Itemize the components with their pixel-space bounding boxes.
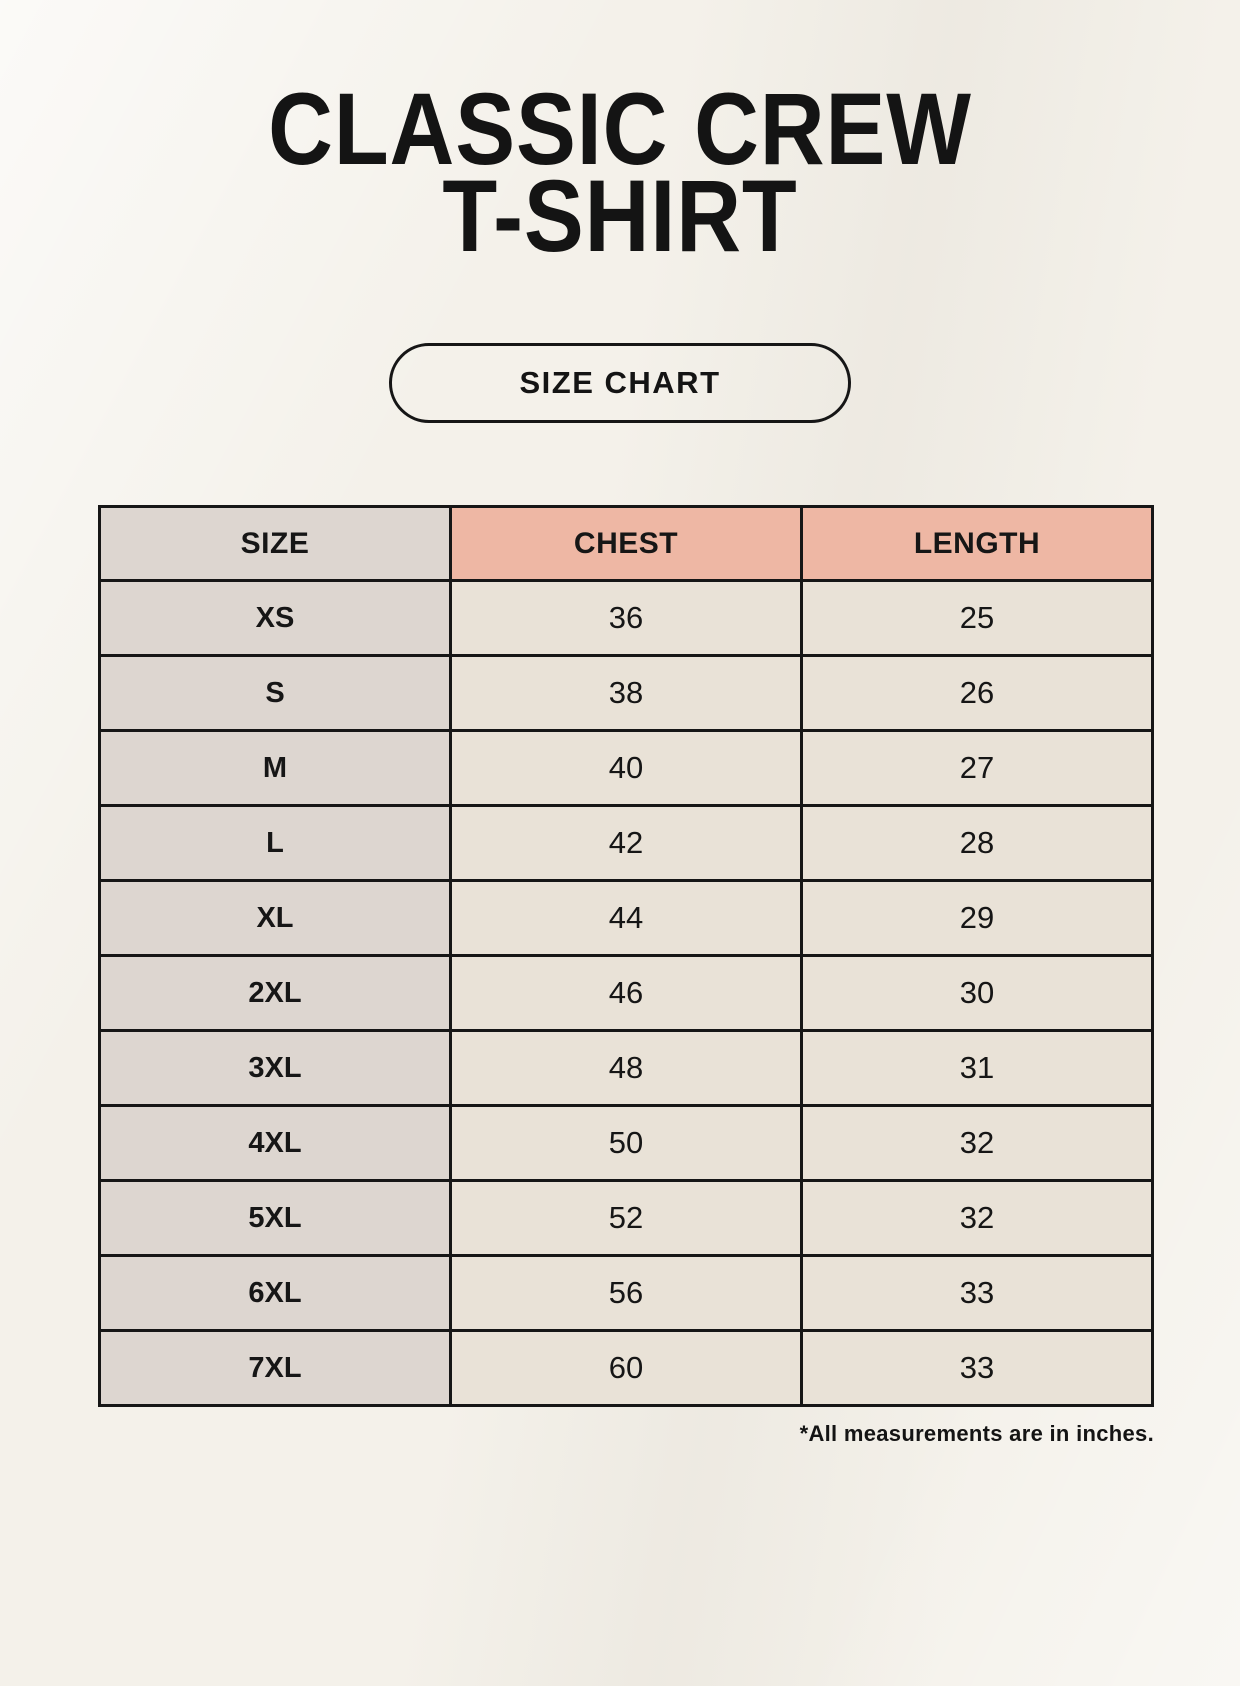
chest-cell: 46 <box>449 954 803 1033</box>
size-chart-table: SIZE CHEST LENGTH XS 36 25 S 38 26 M 40 … <box>98 505 1154 1408</box>
length-cell: 30 <box>800 954 1154 1033</box>
chest-cell: 52 <box>449 1179 803 1258</box>
table-row: XL 44 29 <box>98 879 1154 958</box>
length-cell: 29 <box>800 879 1154 958</box>
length-cell: 32 <box>800 1104 1154 1183</box>
column-header-size: SIZE <box>98 505 452 583</box>
size-chart-page: CLASSIC CREW T-SHIRT SIZE CHART SIZE CHE… <box>0 72 1240 1686</box>
size-cell: M <box>98 729 452 808</box>
column-header-length: LENGTH <box>800 505 1154 583</box>
table-row: 2XL 46 30 <box>98 954 1154 1033</box>
chest-cell: 42 <box>449 804 803 883</box>
chest-cell: 50 <box>449 1104 803 1183</box>
chest-cell: 56 <box>449 1254 803 1333</box>
table-row: 6XL 56 33 <box>98 1254 1154 1333</box>
size-cell: 3XL <box>98 1029 452 1108</box>
table-row: 7XL 60 33 <box>98 1329 1154 1408</box>
size-cell: 2XL <box>98 954 452 1033</box>
size-cell: XL <box>98 879 452 958</box>
table-row: S 38 26 <box>98 654 1154 733</box>
table-row: 5XL 52 32 <box>98 1179 1154 1258</box>
chest-cell: 38 <box>449 654 803 733</box>
length-cell: 32 <box>800 1179 1154 1258</box>
column-header-chest: CHEST <box>449 505 803 583</box>
size-chart-badge: SIZE CHART <box>389 343 851 424</box>
length-cell: 28 <box>800 804 1154 883</box>
measurements-note: *All measurements are in inches. <box>799 1421 1154 1447</box>
size-cell: XS <box>98 579 452 658</box>
table-row: 3XL 48 31 <box>98 1029 1154 1108</box>
chest-cell: 48 <box>449 1029 803 1108</box>
table-row: M 40 27 <box>98 729 1154 808</box>
size-cell: S <box>98 654 452 733</box>
chest-cell: 40 <box>449 729 803 808</box>
length-cell: 27 <box>800 729 1154 808</box>
length-cell: 33 <box>800 1254 1154 1333</box>
chest-cell: 36 <box>449 579 803 658</box>
table-row: XS 36 25 <box>98 579 1154 658</box>
chest-cell: 60 <box>449 1329 803 1408</box>
size-cell: 5XL <box>98 1179 452 1258</box>
length-cell: 33 <box>800 1329 1154 1408</box>
page-title-line-1: CLASSIC CREW <box>268 72 972 186</box>
page-title: CLASSIC CREW T-SHIRT <box>74 72 1165 273</box>
table-header-row: SIZE CHEST LENGTH <box>98 505 1154 583</box>
size-cell: 7XL <box>98 1329 452 1408</box>
table-row: 4XL 50 32 <box>98 1104 1154 1183</box>
table-row: L 42 28 <box>98 804 1154 883</box>
chest-cell: 44 <box>449 879 803 958</box>
length-cell: 31 <box>800 1029 1154 1108</box>
size-cell: 4XL <box>98 1104 452 1183</box>
length-cell: 25 <box>800 579 1154 658</box>
size-cell: 6XL <box>98 1254 452 1333</box>
page-title-line-2: T-SHIRT <box>442 158 798 273</box>
size-cell: L <box>98 804 452 883</box>
length-cell: 26 <box>800 654 1154 733</box>
size-chart-badge-label: SIZE CHART <box>519 365 721 401</box>
